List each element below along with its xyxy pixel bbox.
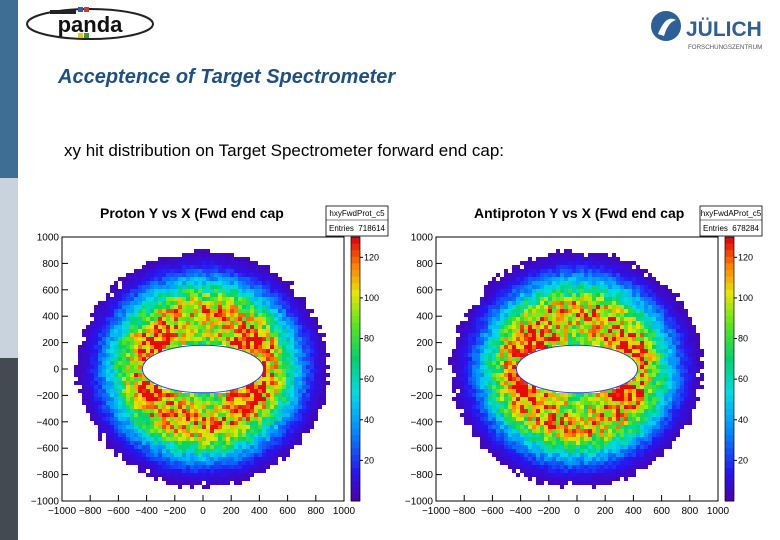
colorbar-tick-label: 60 [364,374,374,384]
stat-box-entries-value: 718614 [358,224,385,233]
x-tick-label: 0 [200,506,206,517]
y-tick-label: 1000 [37,233,60,244]
x-tick-label: 600 [279,506,296,517]
x-tick-label: −600 [107,506,130,517]
y-tick-label: 600 [416,285,433,296]
antiproton-heatmap-svg: Antiproton Y vs X (Fwd end cap−1000 −800−… [405,205,763,517]
juelich-logo-text: JÜLICH [686,18,762,41]
y-tick-label: 0 [427,365,433,376]
stat-box-entries-label: Entries [703,224,728,233]
heatmap-title: Antiproton Y vs X (Fwd end cap [474,205,684,221]
colorbar [724,236,735,502]
y-tick-label: 400 [42,312,59,323]
stat-box: hxyFwdProt_c5 Entries 718614 [325,205,389,237]
sidebar-accent-top [0,0,18,178]
stat-box-name: hxyFwdProt_c5 [329,209,385,218]
y-tick-label: −600 [410,444,433,455]
y-tick-label: 200 [416,338,433,349]
y-tick-label: −400 [36,417,59,428]
x-tick-label: −200 [538,506,561,517]
y-tick-label: 1000 [411,233,434,244]
colorbar-tick-label: 20 [738,455,748,465]
colorbar-tick-label: 100 [738,293,753,303]
x-tick-label: 400 [251,506,268,517]
colorbar-tick-label: 40 [364,415,374,425]
y-tick-label: −200 [36,391,59,402]
colorbar-tick-label: 20 [364,455,374,465]
y-tick-label: 200 [42,338,59,349]
colorbar-tick-label: 100 [364,293,379,303]
colorbar-tick-label: 120 [364,252,379,262]
inner-hole [515,344,639,394]
inner-hole [141,344,265,394]
x-tick-label: 1000 [707,506,730,517]
sidebar-accent-bottom [0,358,18,540]
y-tick-label: 400 [416,312,433,323]
x-tick-label: 1000 [333,506,356,517]
x-tick-label: 400 [625,506,642,517]
y-tick-label: 800 [42,259,59,270]
x-tick-label: 800 [681,506,698,517]
proton-heatmap-plot: Proton Y vs X (Fwd end cap −1000 −800 −600−… [28,200,400,520]
colorbar-tick-label: 60 [738,374,748,384]
x-tick-label: −800 [79,506,102,517]
x-tick-label: −1000 [422,506,451,517]
heatmap-cells [448,249,704,489]
heatmap-cells [74,249,330,489]
x-tick-label: −400 [135,506,158,517]
x-tick-label: 200 [223,506,240,517]
slide-subtitle: xy hit distribution on Target Spectromet… [64,141,505,160]
y-tick-label: 0 [53,365,59,376]
sidebar-accent-middle [0,178,18,358]
stat-box-entries-value: 678284 [732,224,759,233]
y-tick-label: 800 [416,259,433,270]
x-tick-label: 0 [574,506,580,517]
x-tick-label: −800 [453,506,476,517]
y-tick-label: −600 [36,444,59,455]
colorbar-tick-label: 80 [364,334,374,344]
y-tick-label: −400 [410,417,433,428]
antiproton-heatmap-plot: Antiproton Y vs X (Fwd end cap −1000 −800−… [402,200,774,520]
colorbar [350,236,361,502]
y-tick-label: −200 [410,391,433,402]
heatmap-title: Proton Y vs X (Fwd end cap [100,205,284,221]
slide-title: Acceptence of Target Spectrometer [58,66,396,88]
x-tick-label: −600 [481,506,504,517]
x-tick-label: −1000 [48,506,77,517]
stat-box-entries-label: Entries [329,224,354,233]
panda-logo: panda [26,7,154,40]
stat-box-name: hxyFwdAProt_c5 [701,209,762,218]
y-tick-label: −1000 [405,497,434,508]
colorbar-tick-label: 40 [738,415,748,425]
y-tick-label: −800 [36,470,59,481]
x-tick-label: 600 [653,506,670,517]
juelich-logo: JÜLICH FORSCHUNGSZENTRUM [651,11,762,51]
x-tick-label: 800 [307,506,324,517]
juelich-logo-subtext: FORSCHUNGSZENTRUM [688,44,762,51]
x-tick-label: −200 [164,506,187,517]
y-tick-label: 600 [42,285,59,296]
x-tick-label: 200 [597,506,614,517]
y-tick-label: −800 [410,470,433,481]
y-tick-label: −1000 [31,497,60,508]
stat-box: hxyFwdAProt_c5 Entries 678284 [699,205,763,237]
colorbar-tick-label: 120 [738,252,753,262]
colorbar-tick-label: 80 [738,334,748,344]
x-tick-label: −400 [509,506,532,517]
proton-heatmap-svg: Proton Y vs X (Fwd end cap−1000 −800 −600−… [31,205,389,517]
panda-logo-text: panda [58,12,124,37]
